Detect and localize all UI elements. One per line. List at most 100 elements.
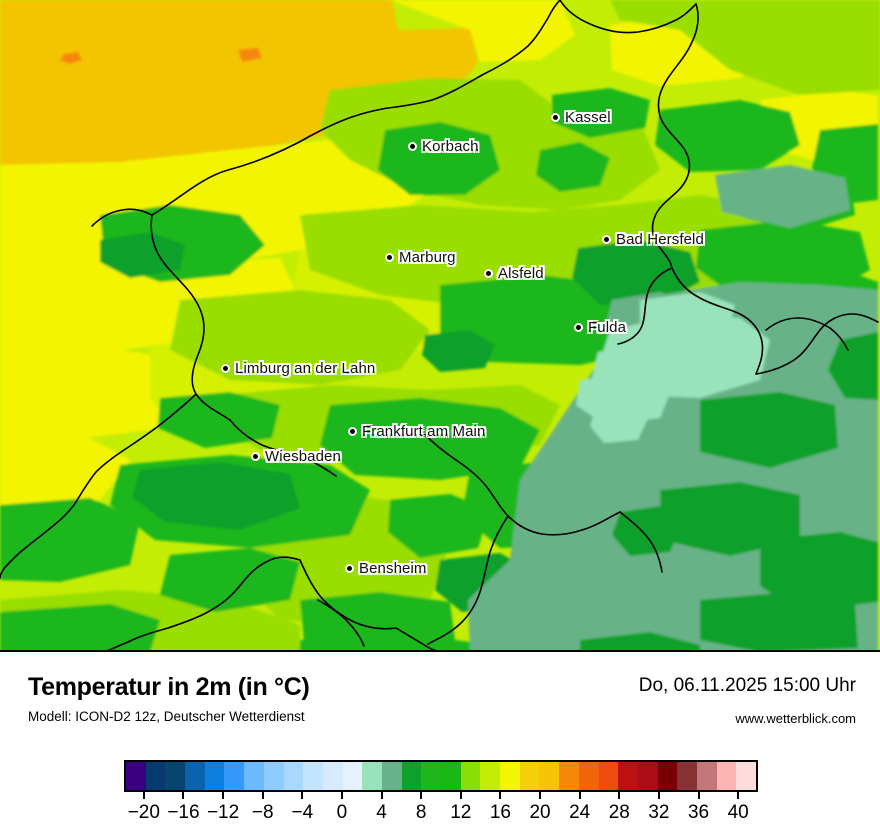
city-marker-kassel[interactable]: Kassel (551, 109, 611, 126)
colorbar-swatch (736, 762, 756, 790)
colorbar: −20 −16 −12 −8 −4 0 4 8 12 16 20 24 28 32 36 40 (124, 760, 758, 826)
colorbar-swatch (165, 762, 186, 790)
model-subtitle: Modell: ICON-D2 12z, Deutscher Wetterdie… (28, 709, 305, 724)
colorbar-labels: −20 −16 −12 −8 −4 0 4 8 12 16 20 24 28 32 36 40 (124, 800, 758, 826)
footer: Temperatur in 2m (in °C) Modell: ICON-D2… (0, 652, 880, 830)
city-label: Kassel (565, 109, 611, 126)
colorbar-tick (657, 792, 660, 799)
colorbar-tick (618, 792, 621, 799)
colorbar-tick (142, 792, 145, 799)
colorbar-tick (301, 792, 304, 799)
colorbar-swatch (244, 762, 264, 790)
city-marker-limburg-an-der-lahn[interactable]: Limburg an der Lahn (221, 360, 375, 377)
colorbar-swatch (578, 762, 599, 790)
colorbar-swatch (401, 762, 422, 790)
colorbar-swatch (519, 762, 540, 790)
colorbar-swatch (716, 762, 737, 790)
colorbar-tick-label: 32 (648, 802, 670, 823)
colorbar-tick-label: −4 (291, 802, 314, 823)
colorbar-swatches (124, 760, 758, 792)
temperature-field-svg (0, 0, 880, 650)
colorbar-swatch (500, 762, 520, 790)
colorbar-swatch (342, 762, 363, 790)
colorbar-tick (459, 792, 462, 799)
colorbar-tick (380, 792, 383, 799)
colorbar-swatch (460, 762, 481, 790)
colorbar-ticks (124, 792, 758, 800)
colorbar-tick (499, 792, 502, 799)
colorbar-tick-label: 16 (489, 802, 512, 823)
colorbar-swatch (441, 762, 461, 790)
colorbar-tick-label: 4 (376, 802, 387, 823)
city-marker-alsfeld[interactable]: Alsfeld (484, 265, 544, 282)
city-dot-icon (345, 564, 354, 573)
colorbar-swatch (204, 762, 225, 790)
colorbar-swatch (283, 762, 304, 790)
colorbar-swatch (539, 762, 560, 790)
colorbar-tick (182, 792, 185, 799)
colorbar-swatch (559, 762, 579, 790)
city-label: Limburg an der Lahn (235, 360, 376, 377)
colorbar-tick (340, 792, 343, 799)
colorbar-tick (737, 792, 740, 799)
colorbar-tick-label: 24 (569, 802, 591, 823)
colorbar-tick (222, 792, 225, 799)
city-label: Frankfurt am Main (362, 423, 486, 440)
city-dot-icon (348, 427, 357, 436)
colorbar-swatch (421, 762, 441, 790)
city-dot-icon (385, 253, 394, 262)
city-label: Bad Hersfeld (616, 231, 704, 248)
city-dot-icon (551, 113, 560, 122)
city-dot-icon (602, 235, 611, 244)
city-marker-fulda[interactable]: Fulda (574, 319, 626, 336)
page-title: Temperatur in 2m (in °C) (28, 673, 310, 701)
colorbar-tick (261, 792, 264, 799)
colorbar-swatch (696, 762, 717, 790)
colorbar-tick-label: −8 (251, 802, 274, 823)
colorbar-tick-label: −12 (206, 802, 240, 823)
city-label: Korbach (422, 138, 479, 155)
city-marker-frankfurt-am-main[interactable]: Frankfurt am Main (348, 423, 485, 440)
colorbar-swatch (657, 762, 678, 790)
colorbar-tick-label: 20 (529, 802, 551, 823)
colorbar-swatch (480, 762, 501, 790)
colorbar-swatch (618, 762, 638, 790)
colorbar-swatch (303, 762, 323, 790)
colorbar-swatch (145, 762, 166, 790)
city-dot-icon (574, 323, 583, 332)
colorbar-swatch (362, 762, 382, 790)
colorbar-swatch (381, 762, 402, 790)
colorbar-tick (420, 792, 423, 799)
colorbar-tick-label: 40 (727, 802, 749, 823)
colorbar-tick-label: −20 (127, 802, 160, 823)
colorbar-tick-label: 36 (687, 802, 710, 823)
city-label: Bensheim (359, 560, 427, 577)
city-marker-bensheim[interactable]: Bensheim (345, 560, 427, 577)
temperature-map[interactable]: Kassel Korbach Bad Hersfeld Marburg Alsf… (0, 0, 880, 652)
city-dot-icon (484, 269, 493, 278)
city-marker-korbach[interactable]: Korbach (408, 138, 479, 155)
colorbar-swatch (185, 762, 205, 790)
colorbar-swatch (126, 762, 146, 790)
colorbar-tick-label: 12 (450, 802, 472, 823)
colorbar-swatch (224, 762, 245, 790)
city-marker-marburg[interactable]: Marburg (385, 249, 456, 266)
city-label: Wiesbaden (265, 448, 341, 465)
colorbar-tick (697, 792, 700, 799)
colorbar-swatch (637, 762, 658, 790)
city-dot-icon (251, 452, 260, 461)
colorbar-tick-label: −16 (167, 802, 200, 823)
colorbar-swatch (322, 762, 343, 790)
colorbar-tick (539, 792, 542, 799)
site-url: www.wetterblick.com (735, 711, 856, 726)
colorbar-swatch (677, 762, 697, 790)
forecast-timestamp: Do, 06.11.2025 15:00 Uhr (638, 675, 856, 696)
city-dot-icon (408, 142, 417, 151)
colorbar-tick-label: 28 (608, 802, 630, 823)
colorbar-swatch (263, 762, 284, 790)
city-marker-bad-hersfeld[interactable]: Bad Hersfeld (602, 231, 704, 248)
city-marker-wiesbaden[interactable]: Wiesbaden (251, 448, 341, 465)
colorbar-tick (578, 792, 581, 799)
colorbar-tick-label: 0 (336, 802, 348, 823)
